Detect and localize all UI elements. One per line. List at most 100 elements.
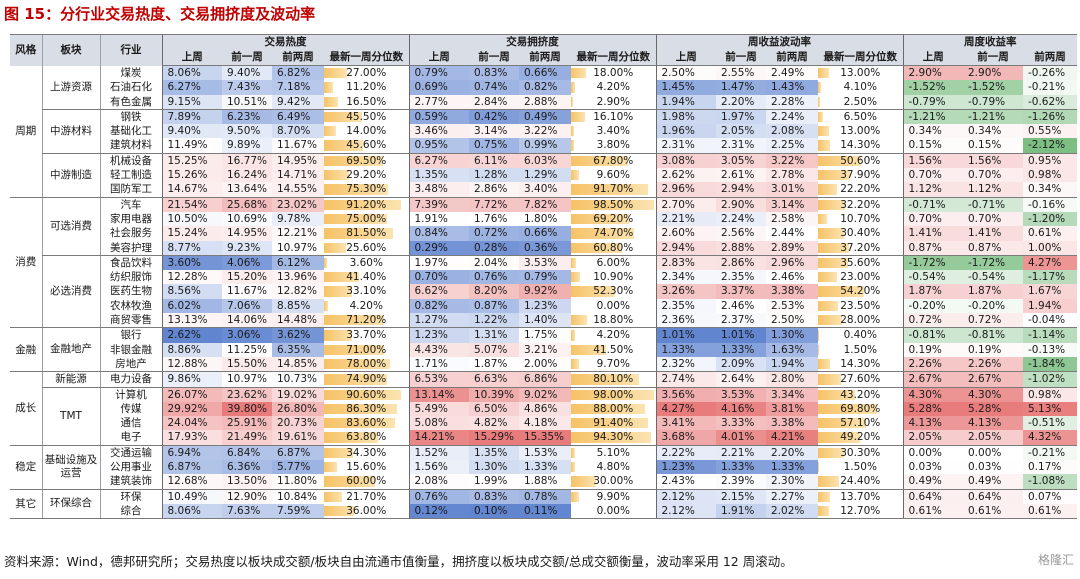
table-row: 周期 上游资源 煤炭 8.06% 9.40% 6.82% 27.00% 0.79% 0.83% 0… [10, 65, 1078, 198]
percentile-label: 35.60% [840, 256, 881, 269]
value-cell: 7.63% [222, 503, 272, 520]
value-cell: 15.50% [222, 356, 272, 373]
percentile-label: 6.00% [596, 256, 630, 269]
percentile-bar [818, 300, 838, 312]
value-cell: 0.84% [408, 226, 469, 241]
return-cell: 0.95% [1023, 153, 1078, 169]
value-cell: 6.53% [408, 371, 469, 388]
percentile-bar [571, 418, 649, 429]
value-cell: 7.39% [408, 197, 469, 212]
value-cell: 2.50% [766, 313, 818, 329]
percentile-cell: 91.40% [571, 416, 656, 430]
percentile-label: 27.00% [346, 67, 387, 79]
value-cell: 1.35% [469, 445, 519, 461]
return-cell: -0.20% [902, 298, 963, 314]
percentile-bar [571, 199, 655, 210]
sector-cell: 基础设施及运营 [41, 445, 100, 490]
style-cell: 金融 [10, 327, 42, 373]
return-cell: 0.72% [902, 313, 963, 329]
percentile-label: 69.20% [593, 212, 634, 225]
percentile-bar [571, 374, 639, 385]
table-row: 家用电器 10.50% 10.69% 9.78% 75.00% 1.91% 1.76% 1.8… [10, 211, 1078, 227]
value-cell: 16.24% [222, 168, 272, 183]
percentile-cell: 3.80% [571, 138, 656, 154]
industry-cell: 通信 [99, 416, 162, 431]
percentile-bar [324, 96, 338, 107]
percentile-bar [571, 184, 649, 195]
percentile-label: 2.90% [596, 95, 630, 108]
value-cell: 14.95% [272, 153, 324, 169]
percentile-cell: 3.60% [324, 255, 409, 270]
percentile-cell: 33.10% [324, 284, 409, 298]
percentile-label: 13.00% [840, 125, 881, 138]
percentile-label: 5.10% [596, 446, 630, 459]
value-cell: 0.36% [519, 240, 571, 256]
value-cell: 6.94% [161, 445, 222, 461]
percentile-cell: 13.70% [818, 489, 903, 504]
percentile-label: 50.60% [840, 154, 881, 167]
value-cell: 2.86% [469, 182, 519, 198]
value-cell: 11.67% [222, 284, 272, 299]
value-cell: 2.12% [655, 489, 716, 504]
value-cell: 1.27% [408, 313, 469, 329]
percentile-cell: 67.80% [571, 153, 656, 168]
value-cell: 8.70% [272, 124, 324, 139]
value-cell: 1.87% [469, 356, 519, 373]
percentile-label: 33.10% [346, 285, 387, 298]
return-cell: 5.28% [902, 401, 963, 417]
table-row: 成长 新能源 电力设备 9.86% 10.97% 10.73% 74.90% 6.53% 6.6… [10, 371, 1078, 446]
percentile-label: 25.60% [346, 241, 387, 254]
percentile-label: 43.20% [840, 388, 881, 401]
return-cell: -1.52% [963, 80, 1023, 95]
value-cell: 2.61% [716, 168, 766, 183]
percentile-label: 4.20% [349, 299, 383, 312]
page-title: 图 15：分行业交易热度、交易拥挤度及波动率 [4, 5, 316, 23]
percentile-label: 12.70% [840, 504, 881, 517]
percentile-label: 1.50% [843, 461, 877, 474]
return-cell: -0.26% [1023, 65, 1078, 81]
return-cell: 2.67% [902, 371, 963, 388]
percentile-label: 57.10% [840, 417, 881, 430]
value-cell: 3.46% [408, 124, 469, 139]
sector-cell: 中游制造 [41, 153, 100, 198]
percentile-cell: 14.00% [324, 124, 409, 138]
percentile-cell: 54.20% [818, 284, 903, 298]
percentile-cell: 10.90% [571, 270, 656, 284]
sub-percentile: 最新一周分位数 [818, 50, 903, 66]
style-cell: 其它 [10, 489, 42, 520]
percentile-cell: 9.60% [571, 168, 656, 182]
percentile-cell: 0.00% [571, 503, 656, 520]
value-cell: 4.06% [222, 255, 272, 271]
industry-cell: 医药生物 [99, 284, 162, 299]
percentile-bar [324, 315, 385, 326]
return-cell: 0.15% [963, 138, 1023, 154]
value-cell: 2.86% [716, 255, 766, 271]
value-cell: 8.77% [161, 240, 222, 256]
value-cell: 1.97% [716, 109, 766, 125]
value-cell: 0.83% [469, 489, 519, 504]
industry-cell: 电子 [99, 430, 162, 446]
return-cell: 0.17% [1023, 460, 1078, 475]
return-cell: -0.16% [1023, 197, 1078, 212]
return-cell: -0.62% [1023, 94, 1078, 110]
value-cell: 3.56% [655, 387, 716, 402]
value-cell: 0.42% [469, 109, 519, 125]
sub-prev-week: 前一周 [469, 50, 519, 66]
percentile-label: 30.30% [840, 446, 881, 459]
percentile-bar [818, 389, 855, 400]
return-cell: 0.70% [963, 211, 1023, 227]
value-cell: 3.22% [766, 153, 818, 169]
percentile-cell: 23.00% [818, 270, 903, 284]
return-cell: 1.12% [902, 182, 963, 198]
return-cell: -0.71% [963, 197, 1023, 212]
table-row: 建筑装饰 12.68% 13.50% 11.80% 60.00% 2.08% 1.99% 1.… [10, 474, 1078, 490]
percentile-cell: 28.00% [818, 313, 903, 329]
percentile-bar [818, 476, 839, 487]
value-cell: 0.66% [519, 226, 571, 241]
industry-cell: 有色金属 [99, 94, 162, 110]
table-row: 公用事业 6.87% 6.36% 5.77% 15.60% 1.56% 1.30% 1.33%… [10, 460, 1078, 475]
sector-cell: 必选消费 [41, 255, 100, 329]
percentile-bar [571, 432, 651, 443]
percentile-cell: 45.60% [324, 138, 409, 154]
percentile-cell: 71.00% [324, 343, 409, 357]
